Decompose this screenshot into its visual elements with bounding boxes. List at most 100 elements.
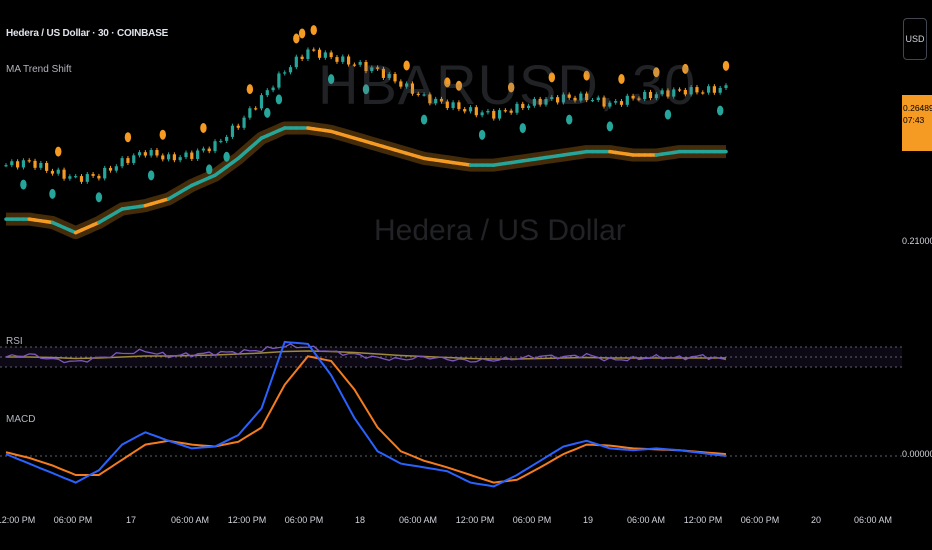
time-axis-label: 06:00 PM: [53, 515, 93, 525]
candle: [132, 155, 136, 163]
time-axis-label: 06:00 AM: [626, 515, 666, 525]
candle: [590, 100, 595, 102]
candle: [439, 98, 444, 102]
candle: [39, 162, 43, 168]
candle: [108, 167, 113, 171]
bull-signal-marker: [716, 105, 724, 116]
bull-signal-marker: [478, 129, 486, 140]
candle: [579, 93, 583, 101]
candle: [521, 103, 525, 108]
candle: [480, 112, 484, 116]
bear-signal-marker: [200, 122, 207, 133]
bull-signal-marker: [606, 121, 614, 132]
candle: [643, 91, 647, 100]
candle: [207, 148, 211, 152]
candle: [416, 93, 420, 95]
macd-line: [5, 340, 727, 488]
rsi-line: [5, 343, 727, 364]
candle: [532, 98, 536, 106]
candle: [672, 89, 676, 97]
candle: [596, 97, 600, 101]
candle: [27, 160, 31, 162]
candle: [538, 98, 542, 105]
candle: [178, 157, 182, 161]
candle: [271, 87, 275, 91]
time-axis-label: 19: [582, 515, 594, 525]
candle: [300, 56, 304, 59]
candle: [317, 49, 322, 58]
candle: [585, 93, 589, 101]
candle: [381, 68, 386, 78]
bull-signal-marker: [264, 107, 271, 118]
candle: [16, 161, 20, 168]
candle: [457, 102, 461, 110]
candle: [556, 97, 560, 103]
candle: [323, 52, 327, 58]
bear-signal-marker: [124, 132, 132, 143]
time-axis-label: 06:00 PM: [512, 515, 552, 525]
candle: [550, 97, 554, 100]
candle: [648, 91, 653, 99]
candle: [497, 110, 502, 119]
macd-pane-label[interactable]: MACD: [6, 414, 36, 425]
candle: [434, 98, 438, 104]
bear-signal-marker: [246, 84, 254, 95]
candle: [370, 67, 374, 72]
bull-signal-marker: [664, 109, 672, 120]
bear-signal-marker: [159, 129, 166, 140]
time-axis-label: 12:00 PM: [683, 515, 723, 525]
candle: [677, 89, 682, 91]
candle: [689, 87, 693, 95]
currency-button[interactable]: USD: [903, 18, 927, 60]
bull-signal-marker: [223, 151, 230, 162]
indicator-name[interactable]: MA Trend Shift: [6, 64, 72, 75]
candle: [85, 174, 89, 182]
bear-signal-marker: [507, 82, 515, 93]
candle: [509, 110, 513, 113]
candle: [230, 125, 235, 137]
candle: [701, 92, 705, 94]
candle: [91, 174, 95, 176]
candle: [155, 150, 159, 156]
macd-axis-label: 0.00000: [902, 449, 932, 459]
candle: [463, 109, 467, 112]
candle: [724, 85, 728, 88]
candle: [567, 94, 571, 98]
bear-signal-marker: [310, 25, 317, 36]
bear-signal-marker: [403, 60, 410, 71]
candle: [74, 176, 78, 178]
candle: [329, 52, 333, 58]
candle: [428, 94, 432, 104]
candle: [236, 125, 240, 128]
candle: [346, 56, 351, 65]
bull-signal-marker: [327, 74, 335, 85]
candle: [248, 108, 252, 118]
candle: [637, 98, 641, 100]
candle: [45, 162, 49, 171]
rsi-pane-label[interactable]: RSI: [6, 336, 23, 347]
candle: [288, 67, 293, 73]
candle: [283, 72, 287, 74]
candle: [341, 56, 345, 62]
candle: [335, 57, 339, 62]
candle: [654, 94, 658, 99]
time-axis-label: 17: [125, 515, 137, 525]
candle: [201, 148, 206, 151]
candle: [259, 95, 264, 109]
candle: [422, 94, 426, 96]
candle: [254, 108, 258, 110]
bear-signal-marker: [653, 67, 660, 78]
candle: [97, 175, 101, 179]
bull-signal-marker: [206, 164, 213, 175]
candle: [451, 102, 455, 109]
candle: [306, 49, 310, 59]
candle: [393, 73, 397, 82]
time-axis-label: 18: [354, 515, 366, 525]
candle: [161, 155, 165, 160]
symbol-title[interactable]: Hedera / US Dollar · 30 · COINBASE: [6, 28, 169, 39]
bear-signal-marker: [722, 60, 730, 71]
bull-signal-marker: [566, 114, 573, 125]
candle: [294, 56, 298, 68]
candle: [474, 107, 478, 116]
